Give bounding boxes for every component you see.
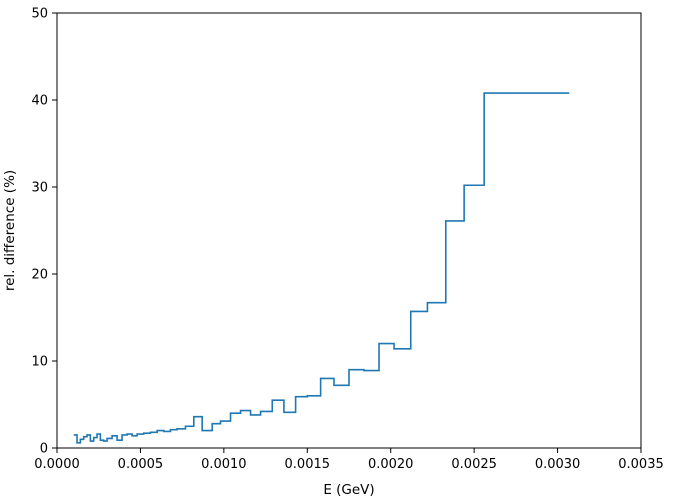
x-tick-label: 0.0000 (34, 457, 80, 472)
y-tick-label: 50 (31, 7, 48, 22)
y-tick-label: 30 (31, 181, 48, 196)
x-tick-label: 0.0020 (368, 457, 414, 472)
x-tick-label: 0.0030 (535, 457, 581, 472)
x-tick-label: 0.0015 (285, 457, 331, 472)
y-axis-label: rel. difference (%) (2, 170, 18, 291)
y-tick-label: 0 (40, 442, 48, 457)
x-tick-label: 0.0025 (451, 457, 497, 472)
x-tick-label: 0.0005 (118, 457, 164, 472)
y-axis-ticks: 0 10 20 30 40 50 (31, 7, 57, 457)
series-line (73, 92, 570, 444)
y-tick-label: 10 (31, 355, 48, 370)
x-axis-label: E (GeV) (323, 482, 374, 498)
x-tick-label: 0.0035 (618, 457, 664, 472)
y-tick-label: 20 (31, 268, 48, 283)
y-tick-label: 40 (31, 94, 48, 109)
x-axis-ticks: 0.0000 0.0005 0.0010 0.0015 0.0020 0.0025 0.00… (34, 448, 664, 472)
axes-frame (56, 12, 642, 449)
x-tick-label: 0.0010 (201, 457, 247, 472)
plot-area (73, 92, 570, 444)
